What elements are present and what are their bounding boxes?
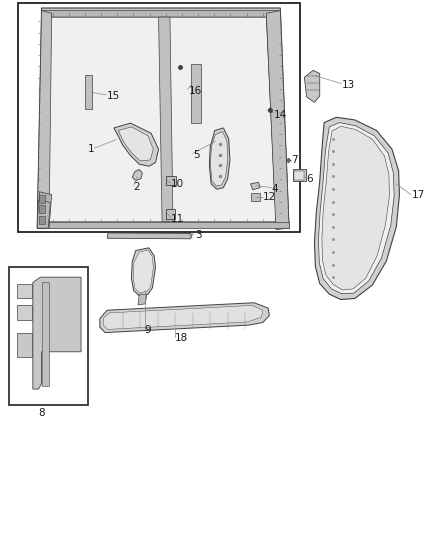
Polygon shape — [132, 169, 142, 181]
Polygon shape — [37, 8, 289, 229]
Polygon shape — [107, 233, 192, 239]
Text: 12: 12 — [263, 192, 276, 202]
Text: 17: 17 — [412, 190, 425, 199]
Polygon shape — [100, 303, 269, 333]
Text: 4: 4 — [272, 184, 278, 194]
Bar — [17, 284, 32, 298]
Text: 1: 1 — [88, 144, 94, 154]
Text: 16: 16 — [188, 86, 201, 95]
Polygon shape — [47, 17, 276, 222]
Text: 2: 2 — [134, 182, 140, 191]
Text: 8: 8 — [38, 408, 45, 418]
Text: 13: 13 — [342, 80, 355, 90]
Bar — [191, 64, 201, 123]
Text: 18: 18 — [175, 334, 188, 343]
Bar — [42, 282, 49, 386]
Text: 6: 6 — [307, 174, 313, 183]
Bar — [293, 169, 306, 181]
Polygon shape — [138, 294, 147, 305]
Polygon shape — [266, 11, 289, 229]
Polygon shape — [133, 250, 153, 293]
Bar — [18, 3, 300, 232]
Text: 7: 7 — [291, 155, 298, 165]
Bar — [17, 333, 32, 357]
Polygon shape — [318, 123, 394, 294]
FancyBboxPatch shape — [166, 209, 175, 219]
Polygon shape — [314, 117, 399, 300]
Text: 5: 5 — [193, 150, 199, 159]
Bar — [39, 216, 45, 224]
Polygon shape — [251, 182, 260, 190]
Bar — [39, 195, 45, 203]
Polygon shape — [37, 222, 289, 228]
Polygon shape — [209, 128, 230, 189]
FancyBboxPatch shape — [166, 176, 176, 185]
Bar — [17, 305, 32, 320]
Text: 9: 9 — [145, 326, 151, 335]
Polygon shape — [114, 123, 159, 166]
Bar — [85, 75, 92, 109]
Polygon shape — [39, 192, 52, 228]
Polygon shape — [322, 126, 389, 290]
Polygon shape — [37, 11, 52, 228]
Polygon shape — [42, 11, 280, 17]
Polygon shape — [103, 305, 263, 329]
Polygon shape — [304, 70, 320, 102]
Text: 3: 3 — [195, 230, 201, 239]
Bar — [39, 205, 45, 213]
Polygon shape — [210, 132, 228, 186]
Text: 10: 10 — [171, 179, 184, 189]
Polygon shape — [37, 200, 50, 228]
Bar — [294, 171, 304, 180]
Text: 14: 14 — [274, 110, 287, 119]
Bar — [9, 266, 88, 405]
Polygon shape — [131, 248, 155, 296]
Polygon shape — [159, 17, 173, 222]
Text: 11: 11 — [171, 214, 184, 223]
Text: 15: 15 — [107, 91, 120, 101]
Bar — [251, 193, 260, 201]
Polygon shape — [118, 127, 153, 161]
Polygon shape — [33, 277, 81, 389]
